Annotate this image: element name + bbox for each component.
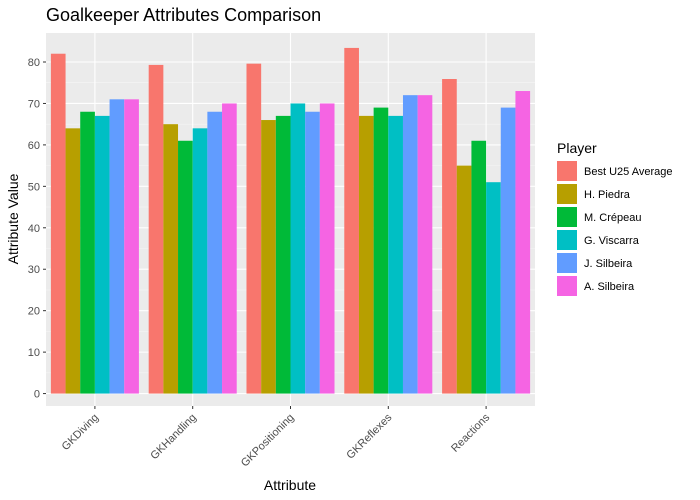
y-tick-label: 40 — [28, 223, 40, 235]
x-tick-label: GKReflexes — [344, 411, 394, 461]
y-tick-label: 10 — [28, 347, 40, 359]
chart-title: Goalkeeper Attributes Comparison — [46, 5, 321, 25]
x-tick-label: GKHandling — [148, 412, 198, 462]
bar — [94, 115, 110, 394]
y-tick-label: 60 — [28, 140, 40, 152]
legend-label: Best U25 Average — [584, 166, 672, 178]
bar — [319, 103, 335, 394]
bar — [402, 95, 418, 394]
y-tick-label: 80 — [28, 57, 40, 69]
bar — [124, 99, 139, 394]
bar — [80, 111, 95, 394]
bar — [388, 115, 403, 394]
bar — [65, 128, 81, 394]
bar — [500, 107, 516, 394]
legend-label: G. Viscarra — [584, 235, 640, 247]
legend-title: Player — [557, 140, 597, 156]
bar — [109, 99, 125, 394]
x-tick-label: GKPositioning — [239, 412, 297, 470]
bar — [222, 103, 237, 394]
x-tick-label: GKDiving — [60, 412, 101, 453]
bar — [358, 115, 374, 394]
y-tick-label: 50 — [28, 181, 40, 193]
bar — [163, 124, 179, 394]
bar — [344, 47, 359, 394]
legend-label: J. Silbeira — [584, 258, 633, 270]
bar — [486, 182, 501, 394]
bar — [192, 128, 208, 394]
legend-key — [557, 207, 577, 227]
bar — [275, 115, 291, 394]
bar — [178, 140, 193, 394]
bar — [305, 111, 320, 394]
x-tick-label: Reactions — [449, 411, 492, 454]
bar — [207, 111, 223, 394]
legend: Player Best U25 Average H. Piedra M. Crépe… — [557, 140, 672, 296]
bar — [261, 120, 276, 394]
bar — [417, 95, 433, 394]
y-axis: 0 10 20 30 40 50 60 70 80 — [28, 57, 46, 401]
bar — [471, 140, 487, 394]
legend-key — [557, 184, 577, 204]
x-axis-title: Attribute — [264, 477, 316, 493]
x-axis: GKDiving GKHandling GKPositioning GKReflexe… — [60, 406, 493, 469]
legend-key — [557, 276, 577, 296]
bar — [456, 165, 472, 394]
bar — [148, 64, 164, 394]
y-axis-title: Attribute Value — [5, 173, 21, 264]
legend-key — [557, 230, 577, 250]
legend-key — [557, 253, 577, 273]
bar — [290, 103, 306, 394]
legend-label: A. Silbeira — [584, 281, 635, 293]
bar — [515, 91, 531, 394]
bar — [373, 107, 389, 394]
y-tick-label: 0 — [34, 389, 40, 401]
legend-label: H. Piedra — [584, 189, 631, 201]
legend-key — [557, 161, 577, 181]
legend-label: M. Crépeau — [584, 212, 641, 224]
bar — [442, 79, 457, 394]
y-tick-label: 20 — [28, 306, 40, 318]
bars — [50, 47, 531, 394]
bar — [50, 53, 66, 394]
y-tick-label: 30 — [28, 264, 40, 276]
bar — [246, 63, 262, 394]
y-tick-label: 70 — [28, 98, 40, 110]
